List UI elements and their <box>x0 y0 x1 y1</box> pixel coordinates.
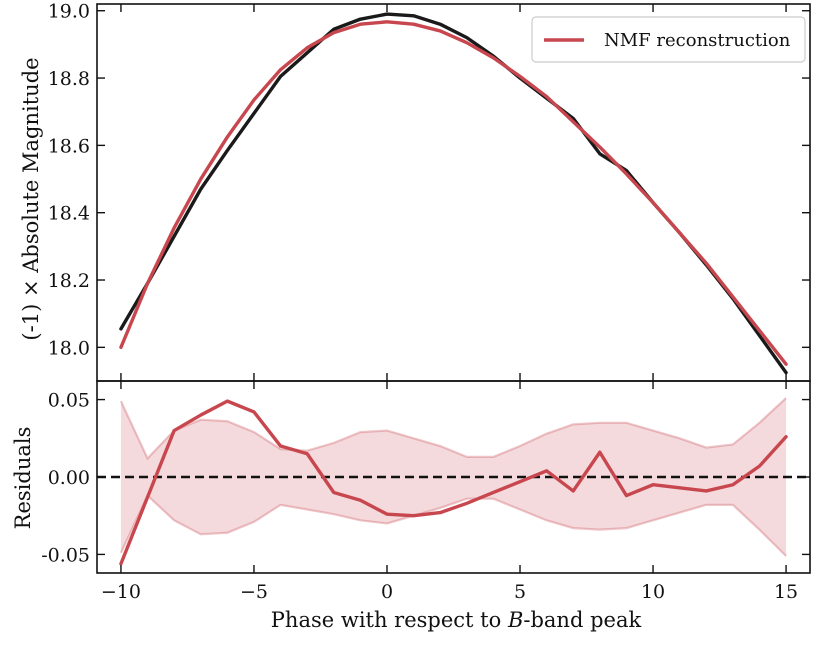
legend-label-nmf: NMF reconstruction <box>604 30 791 51</box>
top-y-tick-label: 18.0 <box>48 337 90 359</box>
top-y-tick-label: 19.0 <box>48 1 90 23</box>
x-axis-label-italic: B <box>507 608 523 632</box>
top-y-tick-label: 18.8 <box>48 68 90 90</box>
x-tick-label: −10 <box>101 581 141 603</box>
top-y-tick-label: 18.6 <box>48 135 90 157</box>
legend: NMF reconstruction <box>531 16 806 63</box>
x-tick-label: 5 <box>514 581 526 603</box>
nmf-reconstruction-line <box>119 20 788 366</box>
ticks-group: 18.0 18.2 18.4 18.6 18.8 19.0 0.05 0.00 -0.05 −10… <box>41 1 810 603</box>
x-axis-label: Phase with respect to B-band peak <box>271 608 642 632</box>
top-y-axis-label: (-1) × Absolute Magnitude <box>19 57 43 340</box>
uncertainty-band-lower-edge <box>119 493 787 557</box>
legend-box <box>531 16 806 63</box>
top-series-group <box>119 12 788 375</box>
bottom-y-axis-label: Residuals <box>11 427 35 530</box>
x-tick-label: −5 <box>240 581 268 603</box>
x-tick-label: 15 <box>774 581 798 603</box>
top-y-tick-label: 18.2 <box>48 270 90 292</box>
bottom-series-group <box>119 399 788 566</box>
top-plot-area <box>97 4 810 381</box>
x-tick-label: 10 <box>641 581 665 603</box>
bottom-y-tick-label: -0.05 <box>41 544 90 566</box>
top-y-tick-label: 18.4 <box>48 203 90 225</box>
x-axis-label-prefix: Phase with respect to <box>271 608 508 632</box>
x-axis-label-suffix: -band peak <box>523 608 641 632</box>
uncertainty-band-upper-edge <box>119 397 787 461</box>
residual-line <box>119 399 788 566</box>
bottom-y-tick-label: 0.00 <box>48 467 90 489</box>
bottom-y-tick-label: 0.05 <box>48 390 90 412</box>
x-tick-label: 0 <box>381 581 393 603</box>
